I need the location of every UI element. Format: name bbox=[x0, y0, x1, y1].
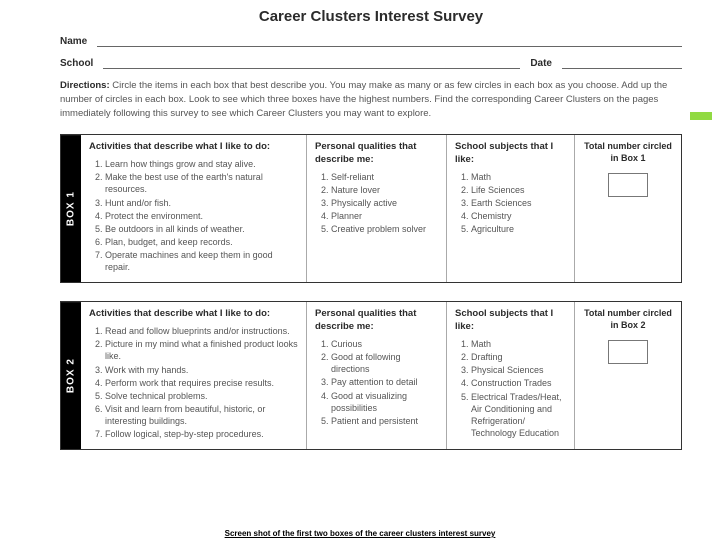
directions: Directions: Circle the items in each box… bbox=[60, 79, 682, 120]
survey-box: BOX 1 Activities that describe what I lik… bbox=[60, 134, 682, 283]
list-item[interactable]: Electrical Trades/Heat, Air Conditioning… bbox=[471, 391, 566, 440]
list-item[interactable]: Self-reliant bbox=[331, 171, 438, 183]
list-item[interactable]: Solve technical problems. bbox=[105, 390, 298, 402]
date-label: Date bbox=[530, 58, 552, 69]
list-item[interactable]: Operate machines and keep them in good r… bbox=[105, 249, 298, 273]
directions-text: Circle the items in each box that best d… bbox=[60, 80, 667, 119]
school-date-row: School Date bbox=[60, 57, 682, 69]
list-item[interactable]: Physically active bbox=[331, 197, 438, 209]
qualities-header: Personal qualities that describe me: bbox=[315, 141, 438, 167]
list-item[interactable]: Hunt and/or fish. bbox=[105, 197, 298, 209]
name-label: Name bbox=[60, 36, 87, 47]
list-item[interactable]: Work with my hands. bbox=[105, 364, 298, 376]
caption: Screen shot of the first two boxes of th… bbox=[0, 529, 720, 538]
total-input-box[interactable] bbox=[608, 173, 648, 197]
subjects-header: School subjects that I like: bbox=[455, 308, 566, 334]
list-item[interactable]: Patient and persistent bbox=[331, 415, 438, 427]
list-item[interactable]: Creative problem solver bbox=[331, 223, 438, 235]
date-input-line[interactable] bbox=[562, 57, 682, 69]
page-title: Career Clusters Interest Survey bbox=[60, 8, 682, 25]
list-item[interactable]: Perform work that requires precise resul… bbox=[105, 377, 298, 389]
name-row: Name bbox=[60, 35, 682, 47]
directions-label: Directions: bbox=[60, 80, 110, 91]
box-label: BOX 2 bbox=[61, 302, 81, 449]
school-input-line[interactable] bbox=[103, 57, 520, 69]
list-item[interactable]: Math bbox=[471, 338, 566, 350]
list-item[interactable]: Visit and learn from beautiful, historic… bbox=[105, 403, 298, 427]
list-item[interactable]: Learn how things grow and stay alive. bbox=[105, 158, 298, 170]
list-item[interactable]: Make the best use of the earth's natural… bbox=[105, 171, 298, 195]
qualities-header: Personal qualities that describe me: bbox=[315, 308, 438, 334]
total-label: Total number circled in Box 2 bbox=[583, 308, 673, 331]
list-item[interactable]: Earth Sciences bbox=[471, 197, 566, 209]
list-item[interactable]: Pay attention to detail bbox=[331, 376, 438, 388]
list-item[interactable]: Read and follow blueprints and/or instru… bbox=[105, 325, 298, 337]
list-item[interactable]: Plan, budget, and keep records. bbox=[105, 236, 298, 248]
total-input-box[interactable] bbox=[608, 340, 648, 364]
activities-header: Activities that describe what I like to … bbox=[89, 141, 298, 154]
total-column: Total number circled in Box 1 bbox=[574, 135, 681, 282]
school-label: School bbox=[60, 58, 93, 69]
list-item[interactable]: Nature lover bbox=[331, 184, 438, 196]
activities-column: Activities that describe what I like to … bbox=[81, 302, 306, 449]
total-column: Total number circled in Box 2 bbox=[574, 302, 681, 449]
qualities-column: Personal qualities that describe me: Self… bbox=[306, 135, 446, 282]
list-item[interactable]: Follow logical, step-by-step procedures. bbox=[105, 428, 298, 440]
list-item[interactable]: Be outdoors in all kinds of weather. bbox=[105, 223, 298, 235]
list-item[interactable]: Planner bbox=[331, 210, 438, 222]
subjects-header: School subjects that I like: bbox=[455, 141, 566, 167]
subjects-column: School subjects that I like: MathDrafting… bbox=[446, 302, 574, 449]
activities-list: Learn how things grow and stay alive.Mak… bbox=[89, 158, 298, 273]
list-item[interactable]: Picture in my mind what a finished produ… bbox=[105, 338, 298, 362]
list-item[interactable]: Math bbox=[471, 171, 566, 183]
box-label: BOX 1 bbox=[61, 135, 81, 282]
list-item[interactable]: Construction Trades bbox=[471, 377, 566, 389]
list-item[interactable]: Protect the environment. bbox=[105, 210, 298, 222]
name-input-line[interactable] bbox=[97, 35, 682, 47]
list-item[interactable]: Agriculture bbox=[471, 223, 566, 235]
activities-header: Activities that describe what I like to … bbox=[89, 308, 298, 321]
list-item[interactable]: Drafting bbox=[471, 351, 566, 363]
list-item[interactable]: Chemistry bbox=[471, 210, 566, 222]
total-label: Total number circled in Box 1 bbox=[583, 141, 673, 164]
subjects-list: MathLife SciencesEarth SciencesChemistry… bbox=[455, 171, 566, 236]
list-item[interactable]: Good at visualizing possibilities bbox=[331, 390, 438, 414]
list-item[interactable]: Physical Sciences bbox=[471, 364, 566, 376]
highlight-mark bbox=[690, 112, 712, 120]
qualities-column: Personal qualities that describe me: Curi… bbox=[306, 302, 446, 449]
list-item[interactable]: Curious bbox=[331, 338, 438, 350]
subjects-column: School subjects that I like: MathLife Sci… bbox=[446, 135, 574, 282]
activities-column: Activities that describe what I like to … bbox=[81, 135, 306, 282]
qualities-list: CuriousGood at following directionsPay a… bbox=[315, 338, 438, 427]
qualities-list: Self-reliantNature loverPhysically activ… bbox=[315, 171, 438, 236]
survey-box: BOX 2 Activities that describe what I lik… bbox=[60, 301, 682, 450]
list-item[interactable]: Life Sciences bbox=[471, 184, 566, 196]
subjects-list: MathDraftingPhysical SciencesConstructio… bbox=[455, 338, 566, 439]
activities-list: Read and follow blueprints and/or instru… bbox=[89, 325, 298, 440]
list-item[interactable]: Good at following directions bbox=[331, 351, 438, 375]
